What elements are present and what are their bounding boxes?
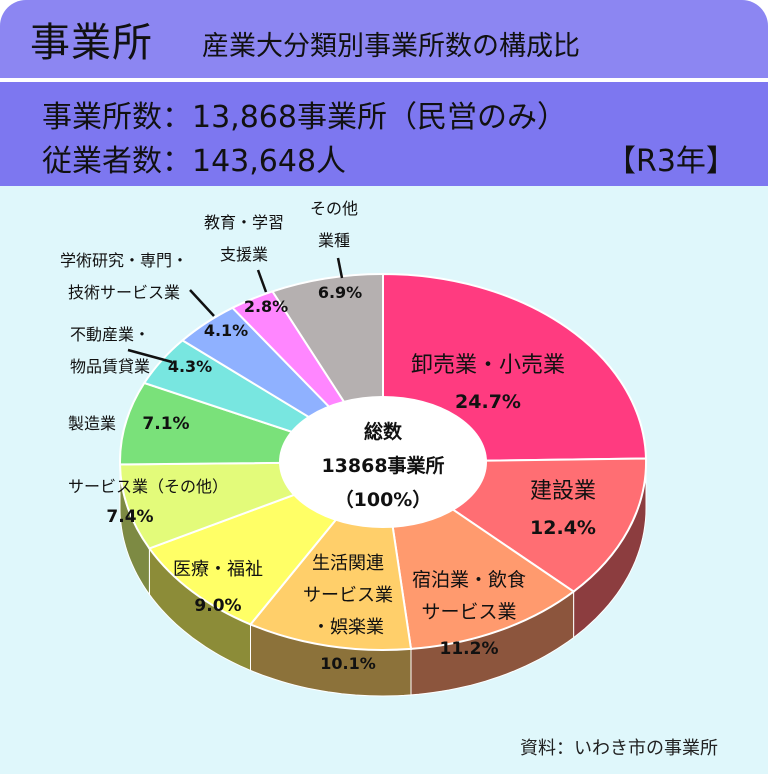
page-title: 事業所	[30, 20, 153, 66]
slice-value-2: 11.2%	[440, 639, 499, 659]
slice-label-2-line-1: サービス業	[421, 601, 516, 623]
slice-value-7: 4.3%	[168, 357, 212, 376]
slice-label-8-line-0: 学術研究・専門・	[60, 251, 188, 270]
slice-label-3-line-1: サービス業	[303, 585, 393, 606]
slice-label-5-line-0: サービス業（その他）	[68, 477, 228, 496]
page-subtitle: 産業大分類別事業所数の構成比	[202, 31, 580, 62]
slice-value-1: 12.4%	[530, 517, 596, 539]
title-bar: 事業所 産業大分類別事業所数の構成比	[0, 0, 768, 78]
establishment-count: 事業所数：13,868事業所（民営のみ）	[42, 100, 567, 135]
slice-label-3-line-0: 生活関連	[312, 553, 384, 574]
chart-area: 卸売業・小売業 24.7% 建設業 12.4% 宿泊業・飲食 サービス業 11.2% 生活関連…	[0, 186, 768, 774]
info-bar: 事業所数：13,868事業所（民営のみ） 従業者数：143,648人 【R3年】	[0, 82, 768, 186]
slice-label-9-line-1: 支援業	[220, 245, 268, 264]
slice-value-0: 24.7%	[455, 391, 521, 413]
slice-label-8-line-1: 技術サービス業	[68, 283, 180, 302]
slice-label-10-line-0: その他	[310, 199, 358, 218]
slice-value-4: 9.0%	[194, 596, 241, 616]
worker-count: 従業者数：143,648人	[42, 144, 347, 179]
slice-label-1-line-0: 建設業	[530, 479, 596, 504]
slice-label-9-line-0: 教育・学習	[204, 213, 284, 232]
slice-value-5: 7.4%	[106, 507, 153, 527]
center-label-percent: （100%）	[335, 488, 432, 511]
center-label-count: 13868事業所	[321, 454, 444, 477]
slice-value-8: 4.1%	[204, 321, 248, 340]
slice-label-3-line-2: ・娯楽業	[312, 617, 384, 638]
slice-label-6-line-0: 製造業	[68, 414, 116, 433]
leader-line-8	[189, 289, 215, 317]
slice-label-7-line-0: 不動産業・	[70, 325, 150, 344]
slice-value-3: 10.1%	[320, 654, 376, 673]
center-hole	[279, 396, 487, 528]
header-divider	[0, 78, 768, 82]
year-badge: 【R3年】	[606, 144, 736, 179]
slice-value-9: 2.8%	[244, 297, 288, 316]
slice-label-10-line-1: 業種	[318, 231, 350, 250]
slice-label-7-line-1: 物品賃貸業	[70, 357, 150, 376]
source-note: 資料：いわき市の事業所	[520, 738, 718, 759]
pie-center: 総数 13868事業所 （100%）	[279, 396, 487, 528]
slice-label-0-line-0: 卸売業・小売業	[411, 353, 565, 378]
center-label-total: 総数	[364, 420, 403, 443]
slice-label-4-line-0: 医療・福祉	[173, 559, 263, 580]
slice-value-6: 7.1%	[142, 414, 189, 434]
leader-line-9	[256, 269, 268, 293]
slice-value-10: 6.9%	[318, 283, 362, 302]
leader-line-10	[336, 257, 344, 279]
leader-line-7	[127, 348, 173, 364]
leader-lines	[127, 257, 344, 364]
slice-label-2-line-0: 宿泊業・飲食	[412, 569, 526, 591]
